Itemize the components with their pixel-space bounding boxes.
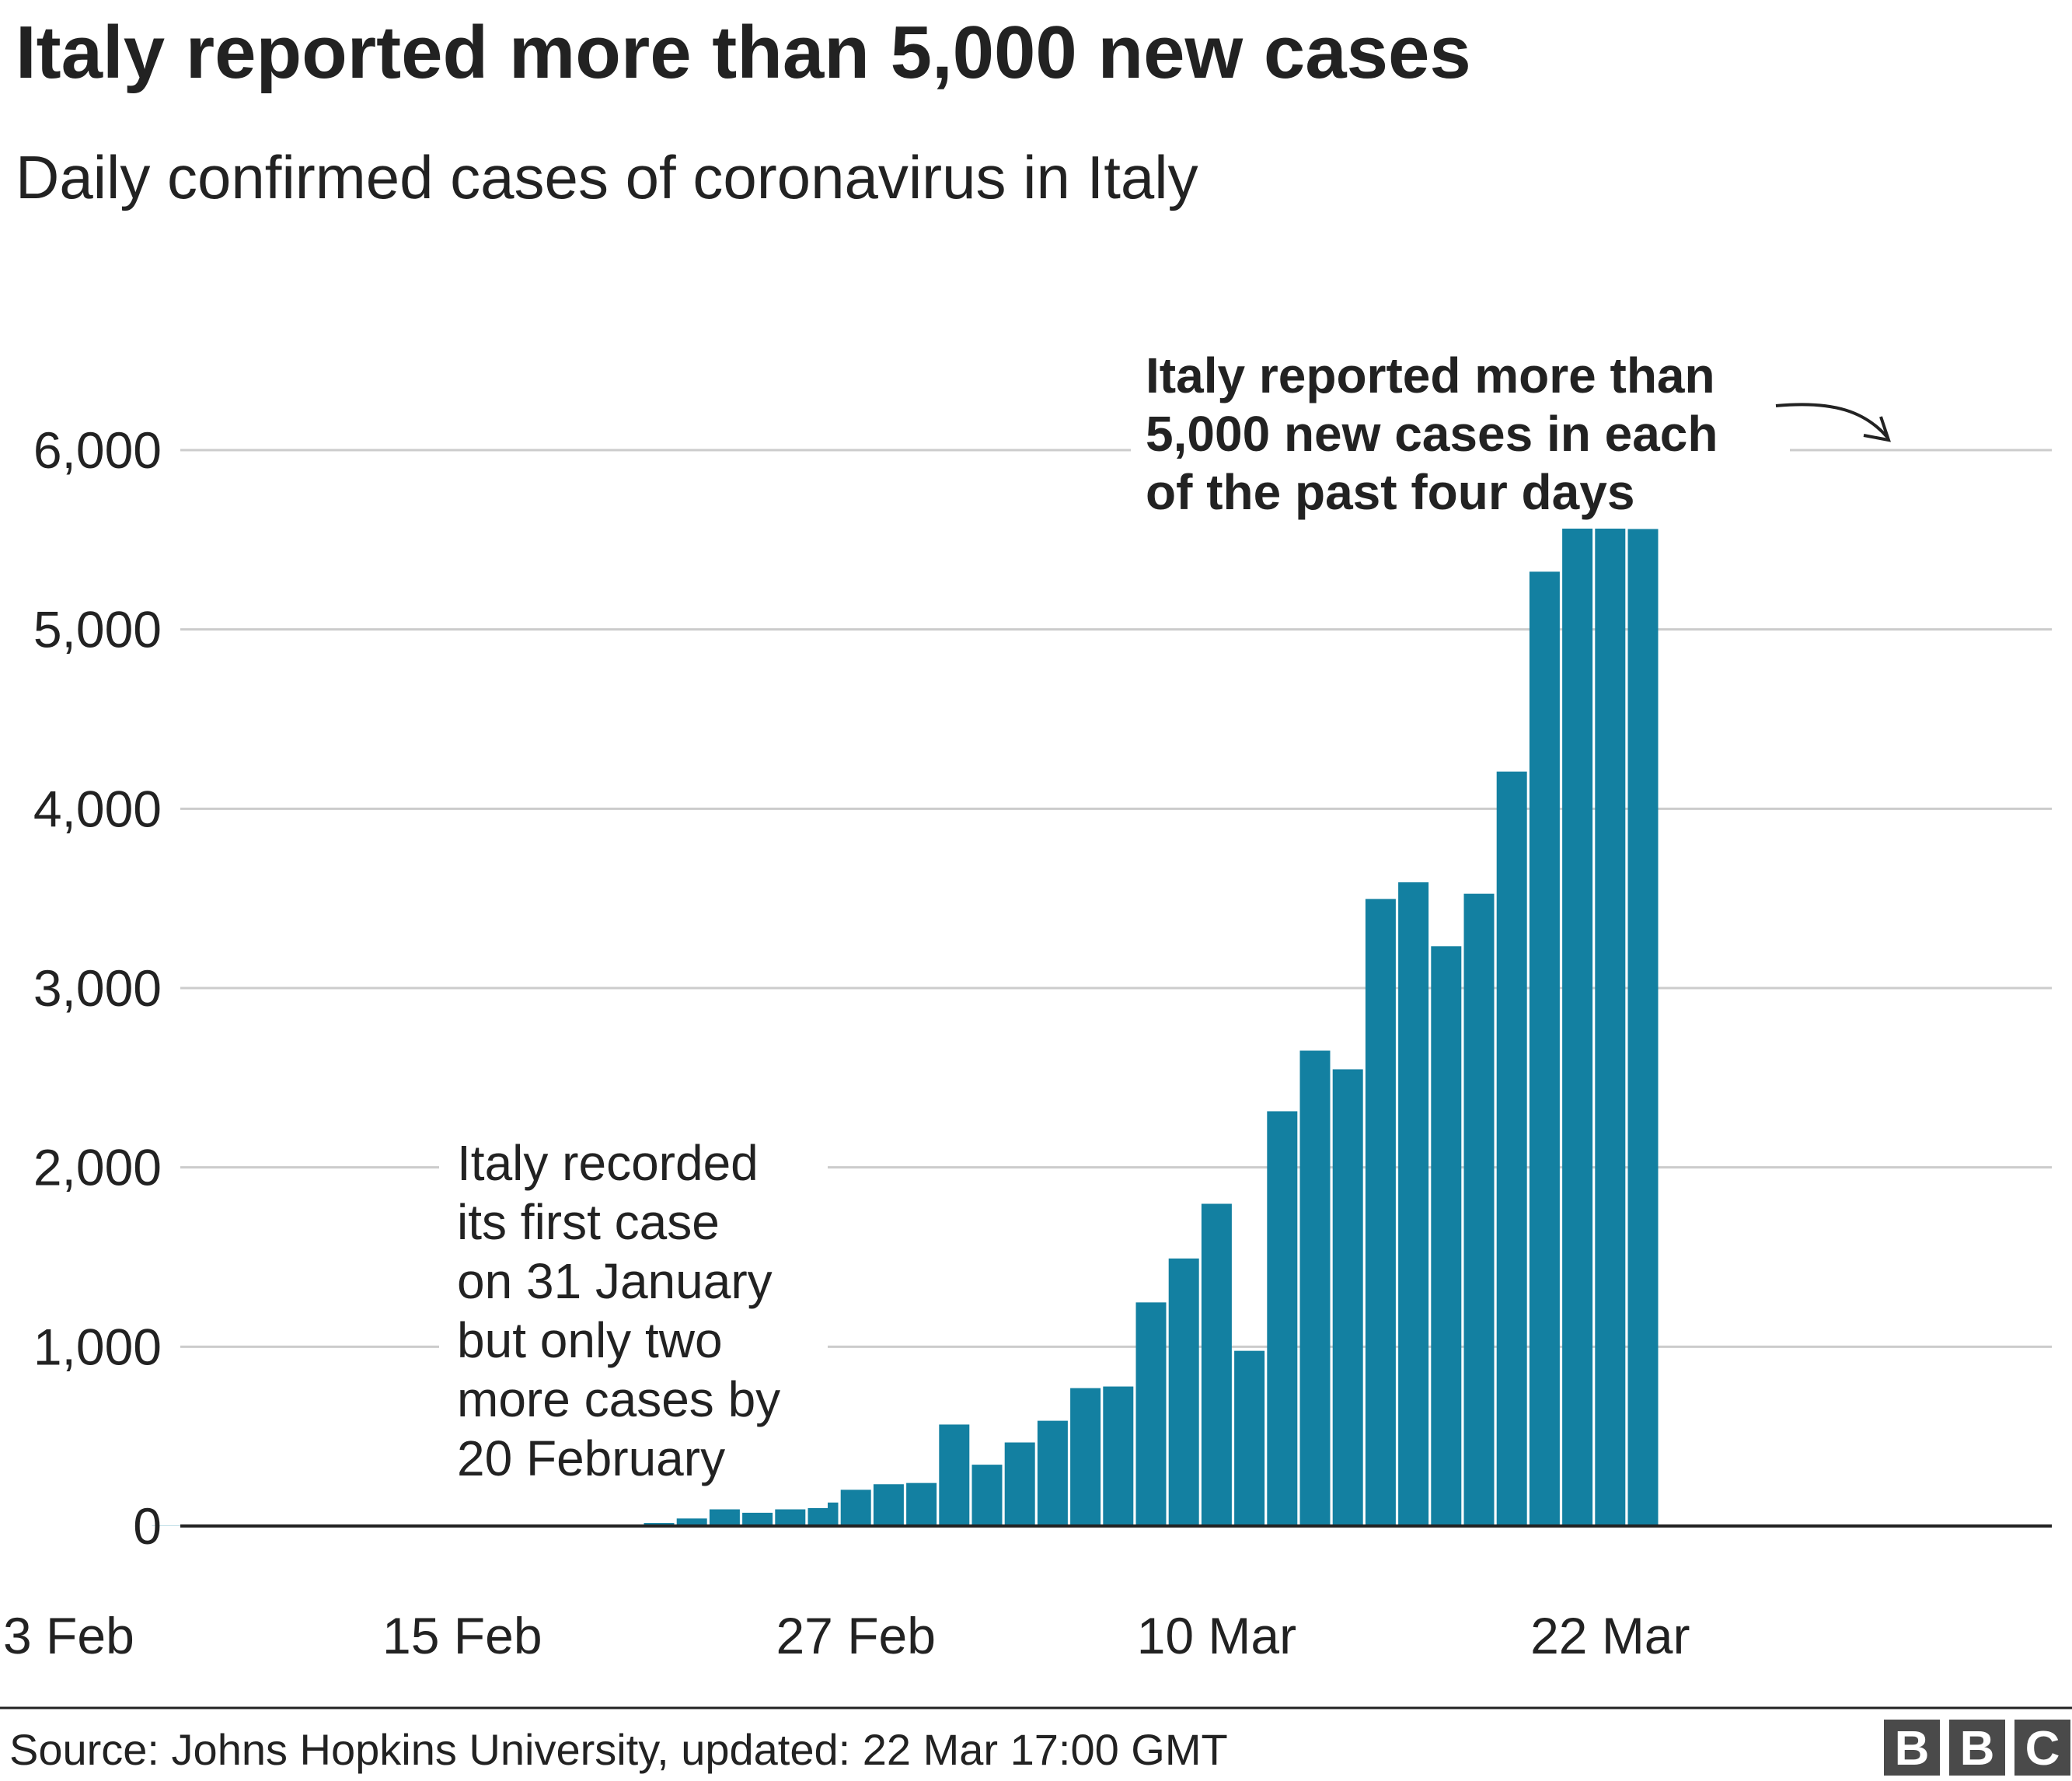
bar [1365,899,1396,1526]
bar [1562,452,1593,1527]
bar [1332,1069,1363,1526]
y-tick-label: 4,000 [33,780,162,837]
bar [1595,350,1626,1526]
annotation-first-case-line: more cases by [457,1371,780,1427]
annotation-arrowhead [1863,416,1891,442]
annotation-first-case-background [439,1135,828,1508]
bar [775,1509,806,1526]
bar [1431,946,1462,1526]
bar [1004,1442,1035,1526]
annotation-past-four-days-line: Italy reported more than [1146,347,1715,403]
annotation-arrow [1775,403,1889,438]
bbc-logo: B B C [1884,1720,2070,1776]
bbc-logo-block [2014,1720,2070,1776]
x-axis-ticks: 3 Feb 15 Feb 27 Feb 10 Mar 22 Mar [3,1607,1690,1664]
source-text: Source: Johns Hopkins University, update… [9,1725,1228,1774]
bar [1201,1203,1232,1526]
bar [1496,771,1527,1526]
bbc-logo-letter: B [1960,1722,1995,1776]
annotation-past-four-days-line: of the past four days [1146,464,1634,520]
y-tick-label: 1,000 [33,1318,162,1375]
bar [709,1509,740,1526]
x-tick-label: 27 Feb [776,1607,935,1664]
chart-subtitle: Daily confirmed cases of coronavirus in … [16,143,1198,211]
bar [1070,1388,1101,1526]
bars [152,350,1659,1527]
annotation-first-case-line: but only two [457,1312,723,1368]
chart-title: Italy reported more than 5,000 new cases [16,11,1471,94]
annotation-past-four-days: Italy reported more than 5,000 new cases… [1131,334,1891,529]
x-tick-label: 3 Feb [3,1607,134,1664]
bar [1529,571,1560,1526]
bar [939,1424,970,1526]
bar [1627,529,1659,1526]
bbc-logo-block [1884,1720,1940,1776]
annotation-first-case-line: on 31 January [457,1253,773,1309]
bbc-logo-block [1949,1720,2005,1776]
bar [1299,1050,1331,1526]
annotation-past-four-days-line: 5,000 new cases in each [1146,406,1718,462]
annotation-first-case: Italy recorded its first case on 31 Janu… [439,1135,828,1508]
bbc-logo-letter: C [2025,1722,2060,1776]
y-axis-ticks: 0 1,000 2,000 3,000 4,000 5,000 6,000 [33,421,162,1555]
bar [1234,1350,1265,1526]
bar [873,1484,904,1526]
annotation-past-four-days-background [1131,334,1790,529]
bar [1267,1111,1298,1526]
bar [1463,893,1495,1526]
bar [1103,1386,1134,1526]
y-tick-label: 0 [133,1497,162,1555]
x-tick-label: 10 Mar [1137,1607,1296,1664]
bar [1398,882,1429,1526]
x-tick-label: 22 Mar [1530,1607,1690,1664]
bar [742,1512,773,1526]
y-tick-label: 6,000 [33,421,162,479]
bar [906,1482,937,1526]
bar [1037,1420,1068,1526]
annotation-first-case-line: 20 February [457,1430,725,1486]
y-tick-label: 5,000 [33,601,162,658]
bbc-logo-letter: B [1895,1722,1930,1776]
bar [676,1518,707,1526]
bar [840,1489,871,1526]
bar [1168,1258,1199,1526]
y-tick-label: 3,000 [33,959,162,1017]
annotation-first-case-line: its first case [457,1194,720,1250]
x-tick-label: 15 Feb [382,1607,542,1664]
bar [1135,1302,1167,1526]
y-tick-label: 2,000 [33,1139,162,1196]
bar [971,1465,1003,1526]
annotation-first-case-line: Italy recorded [457,1135,759,1191]
